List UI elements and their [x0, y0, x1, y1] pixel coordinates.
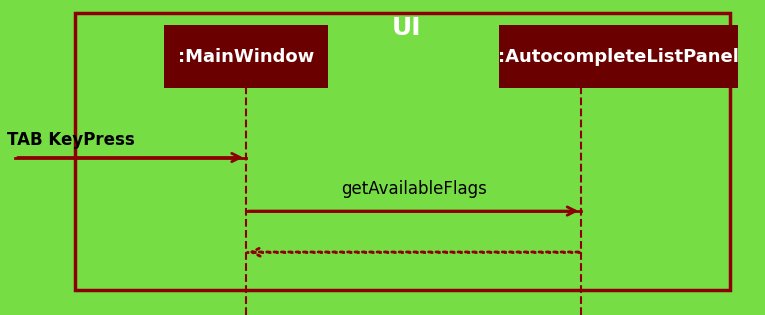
- Text: getAvailableFlags: getAvailableFlags: [340, 180, 487, 198]
- Text: :MainWindow: :MainWindow: [177, 48, 314, 66]
- Text: UI: UI: [392, 16, 421, 40]
- Text: TAB KeyPress: TAB KeyPress: [8, 131, 135, 149]
- FancyBboxPatch shape: [74, 13, 731, 290]
- FancyBboxPatch shape: [500, 25, 738, 88]
- FancyBboxPatch shape: [164, 25, 328, 88]
- Text: :AutocompleteListPanel: :AutocompleteListPanel: [498, 48, 739, 66]
